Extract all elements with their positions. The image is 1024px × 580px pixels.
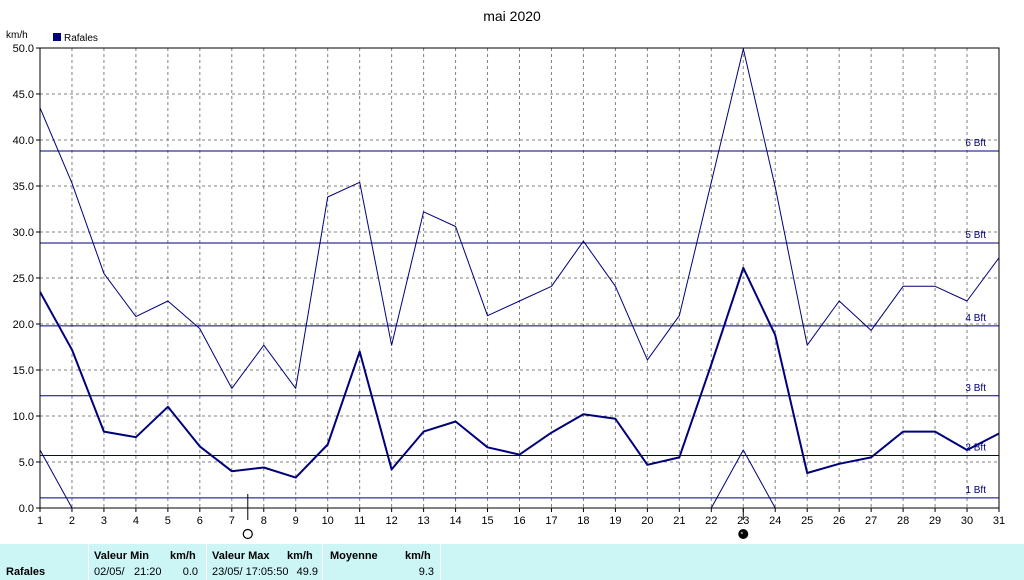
- y-tick-label: 5.0: [19, 457, 34, 469]
- x-tick-label: 12: [386, 515, 398, 527]
- y-tick-label: 50.0: [13, 43, 34, 55]
- y-tick-label: 20.0: [13, 319, 34, 331]
- full-moon-icon: [242, 528, 253, 540]
- x-tick-label: 24: [769, 515, 781, 527]
- grid-layer: [40, 48, 999, 508]
- x-tick-label: 11: [354, 515, 365, 527]
- max-unit: km/h: [287, 550, 313, 562]
- beaufort-label: 5 Bft: [965, 230, 986, 241]
- min-unit: km/h: [170, 550, 196, 562]
- x-tick-label: 14: [449, 515, 461, 527]
- legend-label: Rafales: [64, 33, 98, 44]
- x-tick-label: 7: [229, 515, 235, 527]
- x-tick-label: 31: [993, 515, 1005, 527]
- min-header: Valeur Min: [94, 550, 150, 562]
- beaufort-label: 6 Bft: [965, 138, 986, 149]
- beaufort-label: 3 Bft: [965, 383, 986, 394]
- new-moon-icon-highlight: [740, 531, 743, 535]
- y-tick-label: 45.0: [13, 89, 34, 101]
- beaufort-label: 2 Bft: [965, 443, 986, 454]
- x-tick-label: 17: [545, 515, 557, 527]
- y-axis-label: km/h: [6, 30, 28, 41]
- x-tick-label: 25: [801, 515, 813, 527]
- x-tick-label: 5: [165, 515, 171, 527]
- x-tick-label: 20: [641, 515, 653, 527]
- chart-area: mai 2020 km/h Rafales 1 Bft 2 Bft 3 Bft 4 B…: [6, 8, 1006, 540]
- y-tick-label: 40.0: [13, 135, 34, 147]
- legend-swatch: [53, 33, 61, 41]
- y-tick-label: 10.0: [13, 411, 34, 423]
- x-tick-label: 3: [101, 515, 107, 527]
- x-tick-label: 21: [673, 515, 685, 527]
- beaufort-lines: 1 Bft 2 Bft 3 Bft 4 Bft 5 Bft 6 Bft: [40, 138, 999, 499]
- x-tick-label: 6: [197, 515, 203, 527]
- x-tick-label: 27: [865, 515, 877, 527]
- stats-row-label: Rafales: [6, 566, 46, 578]
- x-tick-label: 2: [69, 515, 75, 527]
- max-header: Valeur Max: [212, 550, 270, 562]
- beaufort-label: 1 Bft: [965, 485, 986, 496]
- min-date: 02/05/: [94, 566, 125, 578]
- y-tick-label: 30.0: [13, 227, 34, 239]
- x-tick-label: 22: [705, 515, 717, 527]
- x-tick-label: 4: [133, 515, 139, 527]
- axis-layer: 1 2 3 4 5 6 7 8 9 10 11 12 13 14 15 16 17 18 19 20 21 22 23 24 2…: [13, 43, 1006, 527]
- stats-panel: Rafales Valeur Min km/h 02/05/ 21:20 0.0…: [0, 544, 1024, 580]
- mean-header: Moyenne: [330, 550, 378, 562]
- y-tick-label: 35.0: [13, 181, 34, 193]
- x-tick-label: 28: [897, 515, 909, 527]
- x-tick-label: 18: [577, 515, 589, 527]
- mean-unit: km/h: [405, 550, 431, 562]
- x-tick-label: 8: [261, 515, 267, 527]
- x-tick-label: 16: [513, 515, 525, 527]
- x-tick-label: 10: [322, 515, 334, 527]
- x-tick-label: 19: [609, 515, 621, 527]
- mean-value: 9.3: [418, 566, 434, 578]
- x-tick-label: 9: [293, 515, 299, 527]
- min-time: 21:20: [134, 566, 162, 578]
- x-tick-label: 15: [481, 515, 493, 527]
- x-tick-label: 23: [737, 515, 749, 527]
- x-tick-label: 13: [417, 515, 429, 527]
- x-tick-label: 1: [37, 515, 43, 527]
- x-tick-label: 29: [929, 515, 941, 527]
- y-tick-label: 0.0: [19, 503, 34, 515]
- y-tick-label: 25.0: [13, 273, 34, 285]
- min-value: 0.0: [182, 566, 198, 578]
- new-moon-icon: [738, 529, 749, 539]
- x-tick-label: 30: [961, 515, 973, 527]
- moon-layer: [242, 494, 749, 540]
- y-tick-label: 15.0: [13, 365, 34, 377]
- max-datetime: 23/05/ 17:05:50: [212, 566, 289, 578]
- series-line-min: [40, 449, 776, 509]
- beaufort-label: 4 Bft: [965, 313, 986, 324]
- max-value: 49.9: [296, 566, 318, 578]
- plot-frame: [39, 47, 1000, 509]
- x-tick-label: 26: [833, 515, 845, 527]
- chart-title: mai 2020: [483, 8, 541, 24]
